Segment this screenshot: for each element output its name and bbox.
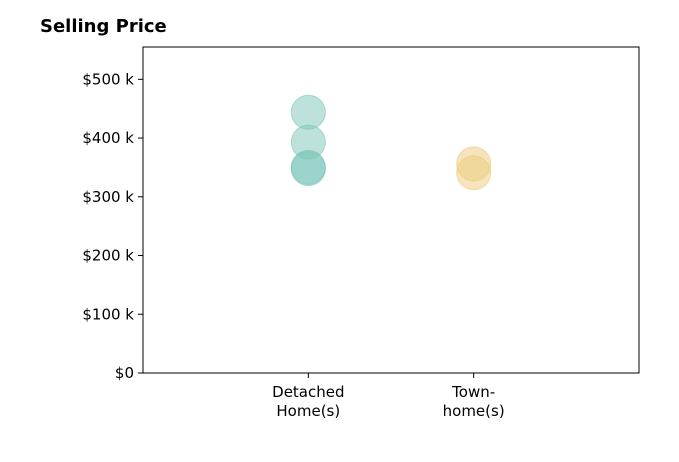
x-axis: Detached Home(s) Town-home(s) <box>272 373 505 420</box>
x-tick-label-line-0-0: Detached <box>272 383 344 401</box>
points-layer <box>290 94 492 191</box>
data-point-0-0 <box>290 94 326 130</box>
x-tick-label-line-1-1: home(s) <box>443 402 505 420</box>
y-tick-label-1: $100 k <box>82 305 134 323</box>
y-tick-label-2: $200 k <box>82 247 134 265</box>
chart-title: Selling Price <box>40 16 167 37</box>
y-axis: $0 $100 k $200 k $300 k $400 k $500 k <box>82 70 143 382</box>
x-tick-label-line-0-1: Home(s) <box>276 402 340 420</box>
data-point-0-3 <box>290 151 326 187</box>
y-tick-label-3: $300 k <box>82 188 134 206</box>
x-tick-label-0: Detached Home(s) <box>272 383 344 420</box>
data-point-1-1 <box>456 155 492 191</box>
y-tick-label-0: $0 <box>115 364 134 382</box>
x-tick-label-1: Town-home(s) <box>443 383 505 420</box>
x-tick-label-line-1-0: Town- <box>451 383 495 401</box>
plot-frame <box>142 46 640 374</box>
y-tick-label-5: $500 k <box>82 70 134 88</box>
y-tick-label-4: $400 k <box>82 129 134 147</box>
